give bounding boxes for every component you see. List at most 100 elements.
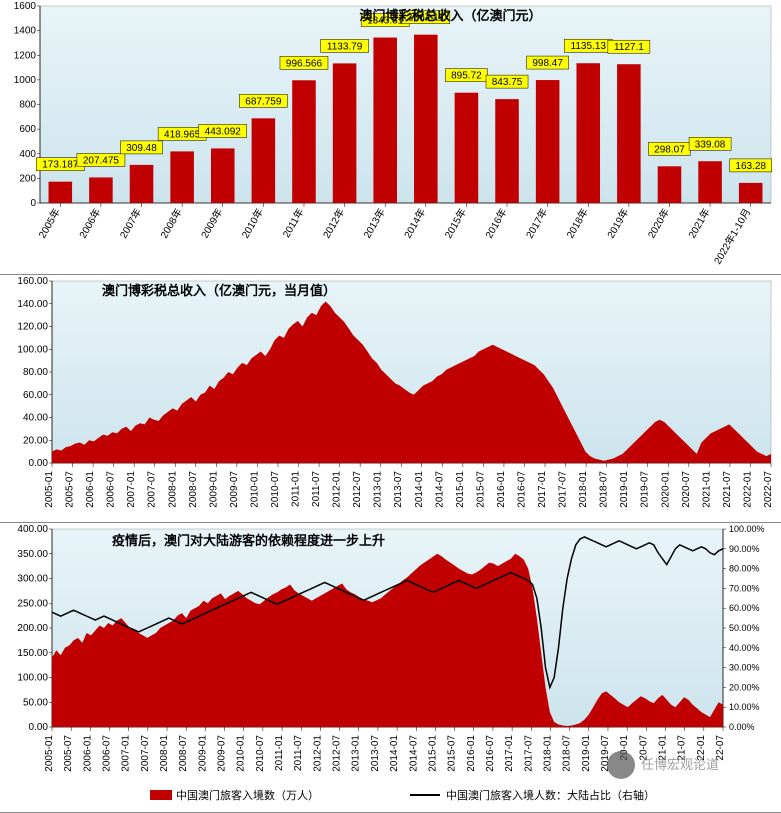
- svg-text:60.00: 60.00: [23, 390, 48, 401]
- svg-text:40.00%: 40.00%: [729, 643, 760, 653]
- value-label: 309.48: [126, 143, 157, 154]
- x-label: 2009年: [198, 206, 225, 240]
- x-label: 2018年: [563, 206, 590, 240]
- watermark-text: 任博宏观论道: [641, 757, 719, 772]
- x-label: 2022-01: [742, 471, 753, 508]
- value-label: 1127.1: [614, 42, 644, 53]
- x-label: 2012年: [320, 206, 347, 240]
- x-label: 2007-07: [147, 471, 158, 508]
- x-label: 2014-01: [389, 735, 400, 772]
- x-label: 2010-07: [255, 735, 266, 772]
- value-label: 843.75: [492, 77, 523, 88]
- x-label: 2015-01: [455, 471, 466, 508]
- x-label: 2017-01: [537, 471, 548, 508]
- x-label: 2011-01: [291, 471, 302, 507]
- panel-3-combo-chart: 0.0050.00100.00150.00200.00250.00300.003…: [0, 523, 781, 813]
- bar: [658, 166, 682, 203]
- x-label: 2010年: [239, 206, 266, 240]
- bar: [414, 35, 438, 203]
- svg-text:50.00: 50.00: [23, 697, 48, 708]
- x-label: 2009-01: [197, 735, 208, 772]
- x-label: 2006年: [76, 206, 103, 240]
- value-label: 998.47: [532, 58, 563, 69]
- x-label: 2006-07: [106, 471, 117, 508]
- x-label: 2017-07: [523, 735, 534, 772]
- svg-text:100.00: 100.00: [17, 344, 48, 355]
- svg-text:160.00: 160.00: [17, 276, 48, 287]
- x-label: 2006-07: [102, 735, 113, 772]
- value-label: 1133.79: [327, 41, 363, 52]
- x-label: 2015年: [442, 206, 469, 240]
- value-label: 418.965: [164, 129, 201, 140]
- x-label: 2021-01: [701, 471, 712, 508]
- bar: [536, 80, 560, 203]
- x-label: 2011-01: [274, 735, 285, 771]
- x-label: 2005-07: [63, 735, 74, 772]
- svg-text:100.00: 100.00: [17, 673, 48, 684]
- x-label: 2014年: [401, 206, 428, 240]
- x-label: 2006-01: [85, 471, 96, 508]
- x-label: 2009-01: [208, 471, 219, 508]
- chart3-title: 疫情后，澳门对大陆游客的依赖程度进一步上升: [112, 533, 385, 548]
- bar: [252, 118, 276, 203]
- x-label: 2013年: [360, 206, 387, 240]
- bar: [455, 93, 479, 203]
- x-label: 2007年: [117, 206, 144, 240]
- svg-text:250.00: 250.00: [17, 598, 48, 609]
- x-label: 2009-07: [229, 471, 240, 508]
- x-label: 2018-01: [542, 735, 553, 772]
- svg-text:0.00%: 0.00%: [729, 722, 755, 732]
- chart1-title: 澳门博彩税总收入（亿澳门元）: [359, 8, 541, 23]
- bar: [170, 151, 194, 203]
- svg-text:60.00%: 60.00%: [729, 603, 760, 613]
- panel-1-bar-chart: 02004006008001000120014001600173.1872005…: [0, 0, 781, 275]
- value-label: 207.475: [83, 155, 120, 166]
- x-label: 2008-07: [178, 735, 189, 772]
- x-label: 2010-01: [249, 471, 260, 508]
- x-label: 2015-01: [427, 735, 438, 772]
- x-label: 2011-07: [311, 471, 322, 507]
- svg-text:0: 0: [30, 198, 36, 209]
- x-label: 2019-01: [581, 735, 592, 772]
- x-label: 2008年: [157, 206, 184, 240]
- svg-text:50.00%: 50.00%: [729, 623, 760, 633]
- chart2-svg: 0.0020.0040.0060.0080.00100.00120.00140.…: [0, 275, 781, 523]
- svg-text:120.00: 120.00: [17, 322, 48, 333]
- x-label: 2017年: [523, 206, 550, 240]
- svg-text:0.00: 0.00: [29, 722, 49, 733]
- bar: [373, 38, 397, 203]
- x-label: 2007-07: [140, 735, 151, 772]
- x-label: 2018-01: [578, 471, 589, 508]
- svg-text:200: 200: [19, 173, 36, 184]
- bar: [89, 177, 113, 203]
- panel-2-area-chart: 0.0020.0040.0060.0080.00100.00120.00140.…: [0, 275, 781, 523]
- x-label: 2010-01: [236, 735, 247, 772]
- svg-text:0.00: 0.00: [29, 458, 49, 469]
- x-label: 2016-07: [516, 471, 527, 508]
- x-label: 2009-07: [217, 735, 228, 772]
- legend-area-label: 中国澳门旅客入境数（万人）: [176, 788, 319, 802]
- x-label: 2007-01: [126, 471, 137, 508]
- x-label: 2016年: [482, 206, 509, 240]
- chart2-title: 澳门博彩税总收入（亿澳门元，当月值）: [102, 283, 336, 298]
- svg-text:80.00%: 80.00%: [729, 564, 760, 574]
- x-label: 2012-01: [332, 471, 343, 508]
- x-label: 2021年: [685, 206, 712, 240]
- x-label: 2014-01: [414, 471, 425, 508]
- x-label: 2008-07: [188, 471, 199, 508]
- x-label: 2013-07: [393, 471, 404, 508]
- x-label: 2020年: [645, 206, 672, 240]
- chart3-svg: 0.0050.00100.00150.00200.00250.00300.003…: [0, 523, 781, 813]
- svg-text:400.00: 400.00: [17, 524, 48, 535]
- svg-text:80.00: 80.00: [23, 367, 48, 378]
- bar: [495, 99, 519, 203]
- x-label: 2022年1-10月: [711, 206, 753, 266]
- x-label: 2020-07: [681, 471, 692, 508]
- bar: [617, 64, 641, 203]
- value-label: 996.566: [286, 58, 323, 69]
- svg-text:70.00%: 70.00%: [729, 583, 760, 593]
- svg-text:600: 600: [19, 124, 36, 135]
- x-label: 2017-01: [504, 735, 515, 772]
- value-label: 443.092: [205, 126, 242, 137]
- x-label: 2021-07: [722, 471, 733, 508]
